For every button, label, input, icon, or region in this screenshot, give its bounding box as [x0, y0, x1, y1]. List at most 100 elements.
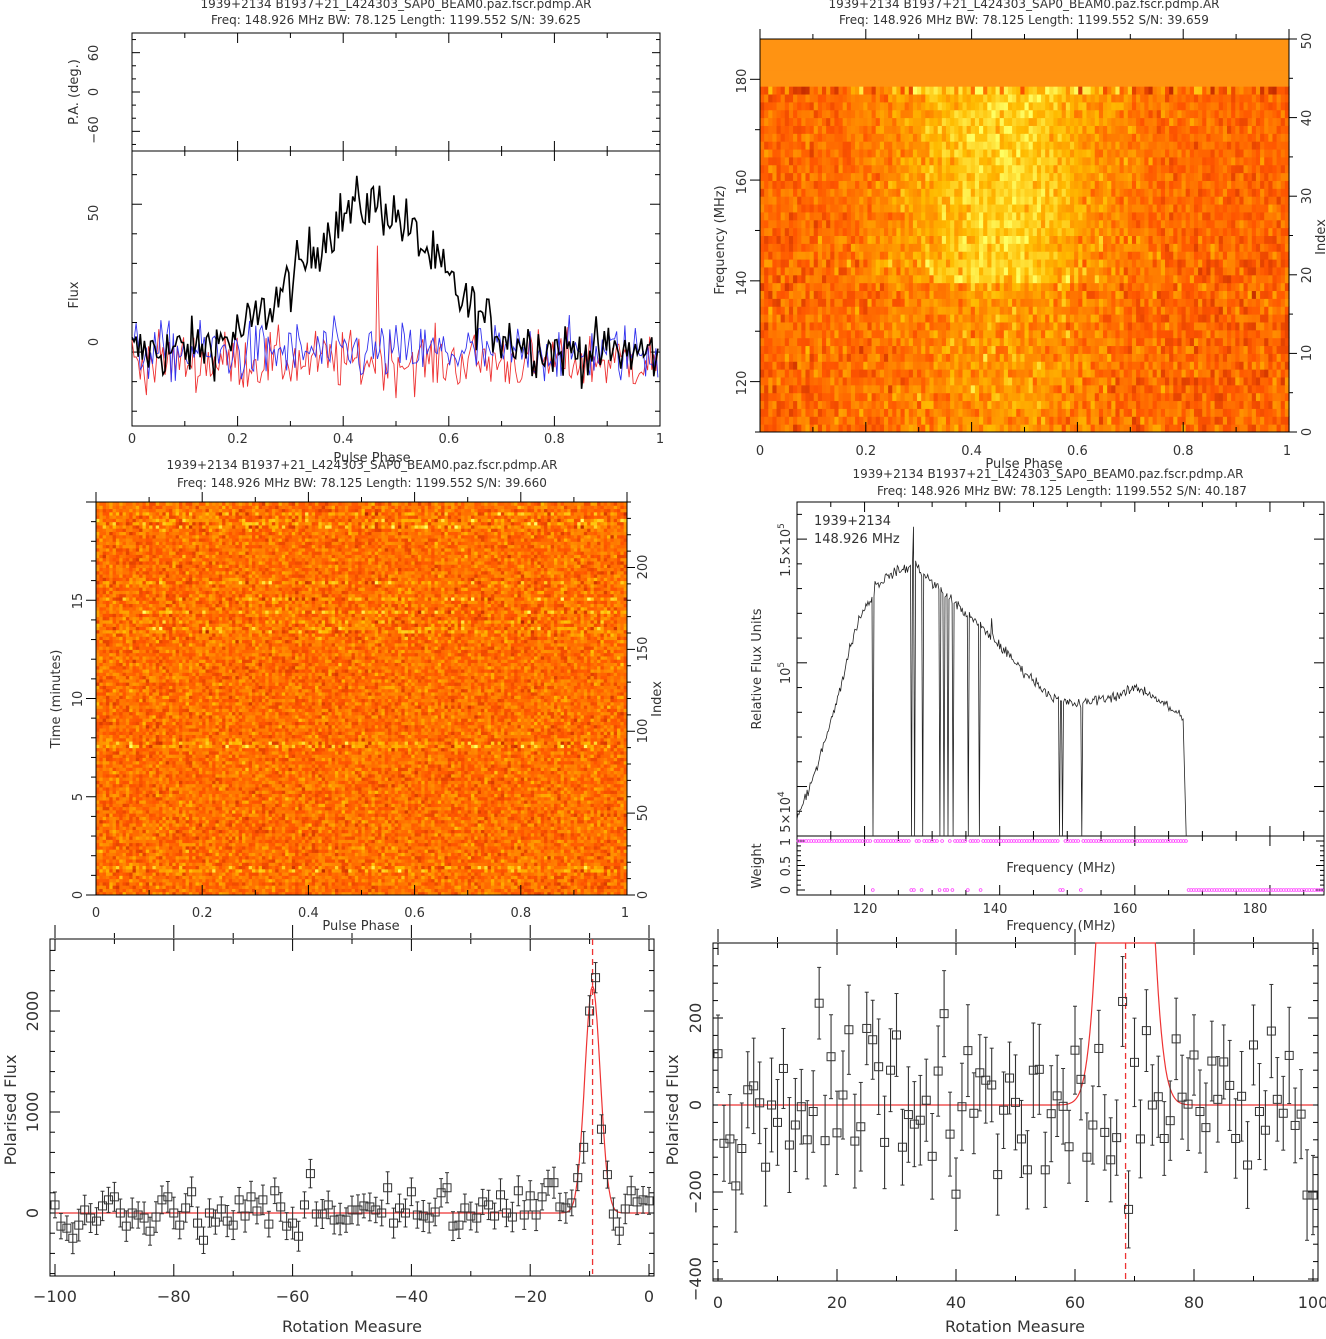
heatmap-cell — [822, 298, 827, 306]
heatmap-cell — [863, 330, 868, 338]
heatmap-cell — [896, 330, 901, 338]
heatmap-cell — [777, 291, 782, 299]
heatmap-cell — [839, 157, 844, 165]
heatmap-cell — [1268, 330, 1273, 338]
heatmap-cell — [938, 401, 943, 409]
heatmap-cell — [1210, 424, 1215, 432]
heatmap-cell — [867, 338, 872, 346]
heatmap-cell — [1153, 204, 1158, 212]
heatmap-cell — [1008, 377, 1013, 385]
heatmap-cell — [855, 204, 860, 212]
heatmap-cell — [909, 212, 914, 220]
heatmap-cell — [1078, 228, 1083, 236]
heatmap-cell — [1272, 314, 1277, 322]
heatmap-cell — [1058, 330, 1063, 338]
heatmap-cell — [975, 330, 980, 338]
heatmap-cell — [938, 424, 943, 432]
heatmap-cell — [768, 416, 773, 424]
heatmap-cell — [909, 243, 914, 251]
heatmap-cell — [814, 322, 819, 330]
heatmap-cell — [1066, 306, 1071, 314]
heatmap-cell — [1107, 149, 1112, 157]
heatmap-cell — [1099, 377, 1104, 385]
heatmap-cell — [1248, 361, 1253, 369]
heatmap-cell — [867, 361, 872, 369]
heatmap-cell — [1169, 338, 1174, 346]
heatmap-cell — [1235, 259, 1240, 267]
heatmap-cell — [1103, 267, 1108, 275]
heatmap-cell — [1099, 267, 1104, 275]
heatmap-cell — [1281, 314, 1286, 322]
heatmap-cell — [979, 338, 984, 346]
heatmap-cell — [901, 243, 906, 251]
heatmap-cell — [925, 165, 930, 173]
heatmap-cell — [905, 408, 910, 416]
heatmap-cell — [867, 141, 872, 149]
heatmap-cell — [793, 165, 798, 173]
heatmap-cell — [810, 377, 815, 385]
heatmap-cell — [1248, 188, 1253, 196]
heatmap-cell — [1066, 338, 1071, 346]
heatmap-cell — [913, 212, 918, 220]
heatmap-cell — [1136, 141, 1141, 149]
heatmap-cell — [826, 401, 831, 409]
heatmap-cell — [1182, 291, 1187, 299]
heatmap-cell — [839, 393, 844, 401]
flux-ytick-label: 0 — [87, 338, 102, 346]
heatmap-cell — [991, 165, 996, 173]
heatmap-cell — [1215, 385, 1220, 393]
heatmap-cell — [913, 157, 918, 165]
heatmap-cell — [1157, 212, 1162, 220]
heatmap-cell — [818, 188, 823, 196]
heatmap-cell — [1086, 306, 1091, 314]
heatmap-cell — [1161, 314, 1166, 322]
heatmap-cell — [863, 353, 868, 361]
heatmap-cell — [1219, 188, 1224, 196]
heatmap-cell — [1140, 133, 1145, 141]
heatmap-cell — [1202, 314, 1207, 322]
heatmap-cell — [1227, 401, 1232, 409]
heatmap-cell — [1277, 298, 1282, 306]
heatmap-cell — [1111, 393, 1116, 401]
heatmap-cell — [1103, 283, 1108, 291]
heatmap-cell — [805, 149, 810, 157]
heatmap-cell — [909, 314, 914, 322]
heatmap-cell — [925, 322, 930, 330]
heatmap-cell — [1041, 259, 1046, 267]
heatmap-cell — [863, 243, 868, 251]
heatmap-cell — [1239, 346, 1244, 354]
heatmap-cell — [1103, 424, 1108, 432]
heatmap-cell — [1082, 385, 1087, 393]
heatmap-cell — [1095, 188, 1100, 196]
heatmap-cell — [1268, 393, 1273, 401]
heatmap-cell — [1210, 149, 1215, 157]
heatmap-cell — [1140, 298, 1145, 306]
heatmap-cell — [797, 180, 802, 188]
heatmap-cell — [1260, 275, 1265, 283]
heatmap-cell — [888, 291, 893, 299]
heatmap-cell — [1198, 416, 1203, 424]
heatmap-cell — [847, 196, 852, 204]
heatmap-cell — [1058, 393, 1063, 401]
heatmap-cell — [958, 306, 963, 314]
heatmap-cell — [1215, 291, 1220, 299]
heatmap-cell — [1153, 228, 1158, 236]
heatmap-cell — [1194, 283, 1199, 291]
heatmap-cell — [884, 165, 889, 173]
heatmap-cell — [797, 251, 802, 259]
heatmap-cell — [805, 346, 810, 354]
heatmap-cell — [979, 141, 984, 149]
heatmap-cell — [872, 353, 877, 361]
heatmap-cell — [768, 385, 773, 393]
heatmap-cell — [1103, 180, 1108, 188]
heatmap-cell — [1219, 283, 1224, 291]
heatmap-cell — [1206, 298, 1211, 306]
heatmap-cell — [1136, 228, 1141, 236]
heatmap-cell — [1148, 298, 1153, 306]
heatmap-cell — [1161, 330, 1166, 338]
heatmap-cell — [810, 157, 815, 165]
heatmap-cell — [917, 133, 922, 141]
heatmap-cell — [1144, 330, 1149, 338]
heatmap-cell — [1281, 424, 1286, 432]
heatmap-cell — [1045, 133, 1050, 141]
